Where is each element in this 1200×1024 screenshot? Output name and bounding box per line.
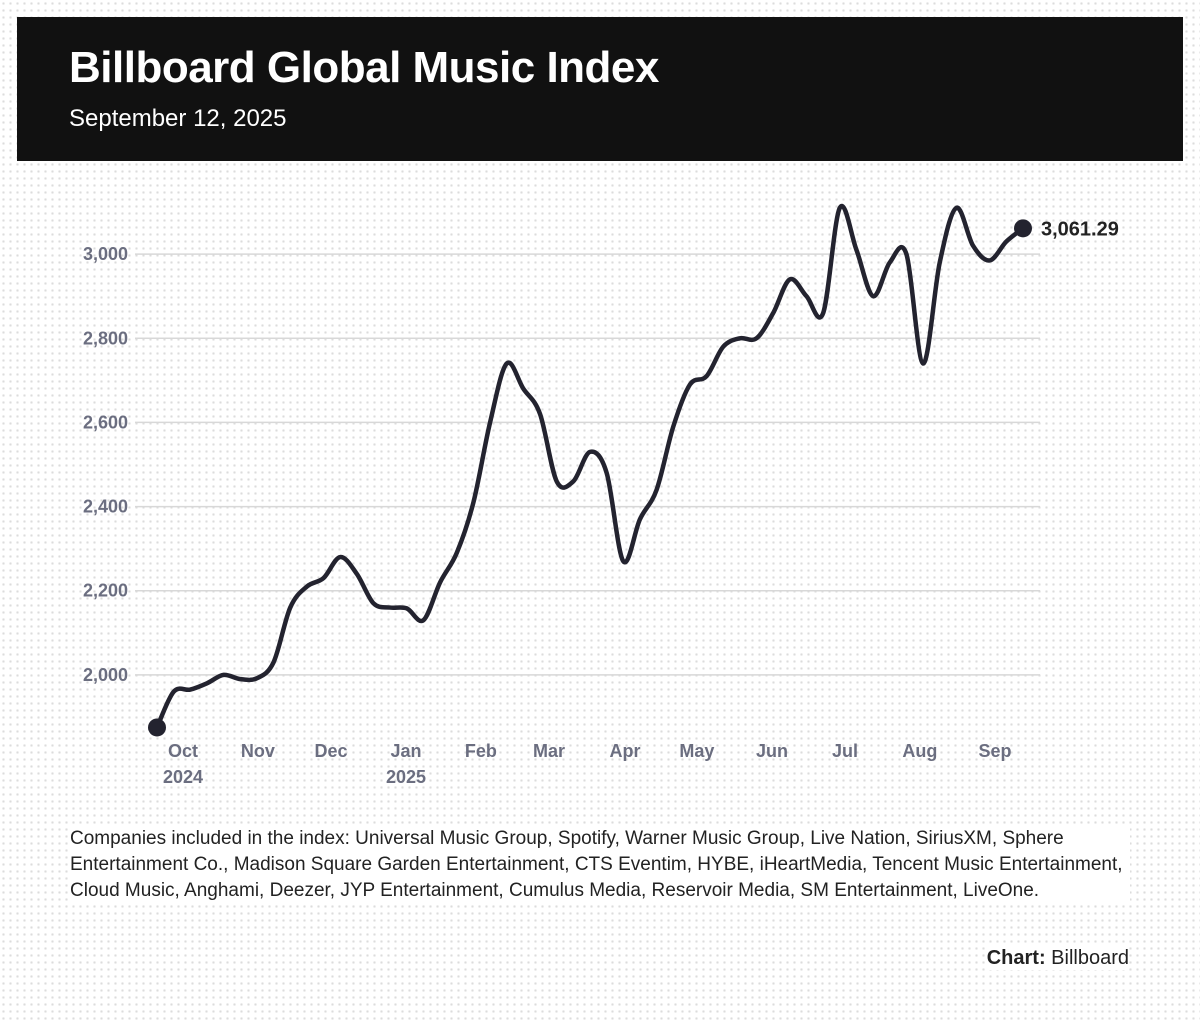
x-tick-label: Sep bbox=[979, 741, 1012, 761]
x-tick-label: May bbox=[679, 741, 714, 761]
y-tick-label: 2,600 bbox=[83, 412, 128, 432]
x-tick-label: Apr bbox=[609, 741, 640, 761]
x-tick-label: Feb bbox=[465, 741, 497, 761]
header: Billboard Global Music Index September 1… bbox=[17, 17, 1183, 161]
end-point bbox=[1014, 219, 1032, 238]
note: Companies included in the index: Univers… bbox=[70, 826, 1130, 904]
x-tick-label: Nov bbox=[241, 741, 275, 761]
x-tick-label: Aug bbox=[902, 741, 937, 761]
value-label: 3,061.29 bbox=[1041, 218, 1119, 240]
x-tick-label: Jun bbox=[756, 741, 788, 761]
line bbox=[154, 203, 1025, 729]
y-tick-label: 2,400 bbox=[83, 497, 128, 517]
x-tick-label: Jul bbox=[832, 741, 858, 761]
x-tick-label: Mar bbox=[533, 741, 565, 761]
source: Chart: Billboard bbox=[986, 947, 1129, 970]
source-label: Chart: bbox=[986, 947, 1046, 969]
x-tick-label: Jan 2025 bbox=[386, 741, 426, 787]
x-tick-label: Dec bbox=[315, 741, 348, 761]
y-tick-label: 2,200 bbox=[83, 581, 128, 601]
chart-subtitle: September 12, 2025 bbox=[69, 105, 287, 132]
y-tick-label: 3,000 bbox=[83, 244, 128, 264]
chart-title: Billboard Global Music Index bbox=[69, 43, 659, 92]
source-name: Billboard bbox=[1051, 947, 1129, 969]
y-tick-label: 2,800 bbox=[83, 328, 128, 348]
y-tick-label: 2,000 bbox=[83, 665, 128, 685]
end-point bbox=[148, 718, 166, 737]
x-tick-label: Oct 2024 bbox=[163, 741, 203, 787]
